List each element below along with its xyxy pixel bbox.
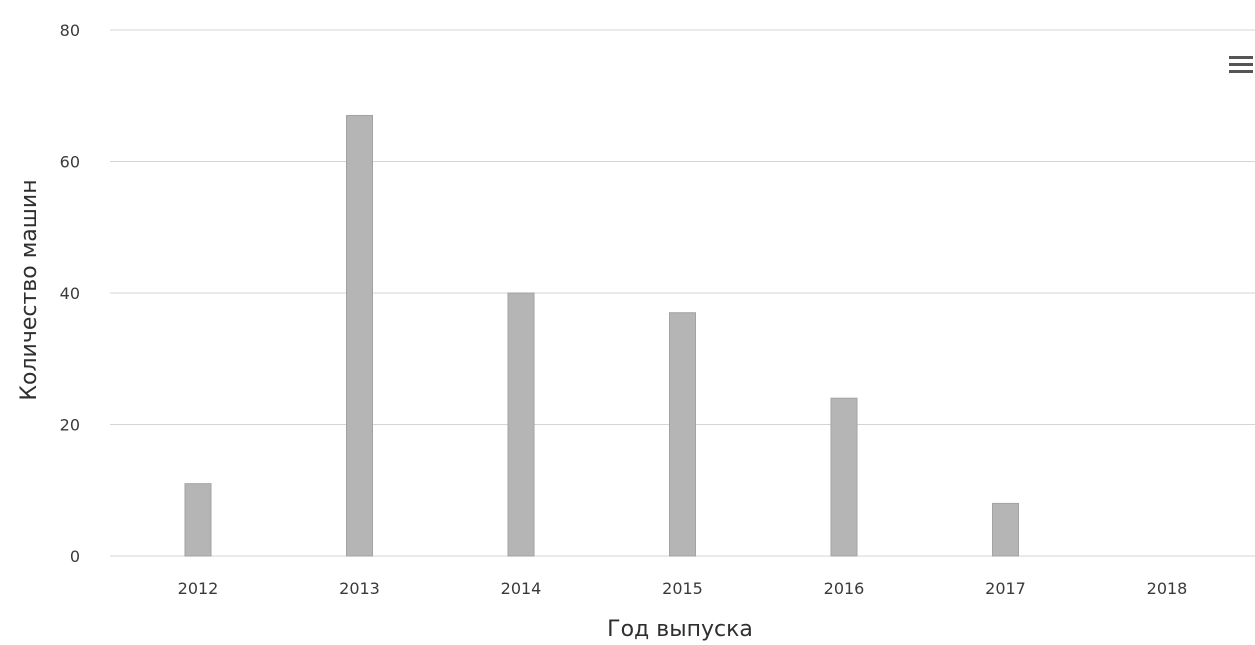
y-tick-label: 60: [60, 153, 80, 172]
y-tick-label: 0: [70, 547, 80, 566]
y-tick-label: 20: [60, 416, 80, 435]
bar[interactable]: [346, 114, 373, 557]
menu-line-icon: [1229, 56, 1253, 59]
x-tick-label: 2017: [985, 579, 1026, 598]
x-tick-label: 2018: [1147, 579, 1188, 598]
y-axis-title: Количество машин: [17, 179, 42, 400]
menu-line-icon: [1229, 70, 1253, 73]
bar[interactable]: [184, 483, 212, 557]
y-tick-label: 80: [60, 21, 80, 40]
x-tick-label: 2014: [501, 579, 542, 598]
x-tick-label: 2012: [178, 579, 219, 598]
bars: [184, 114, 1019, 557]
x-tick-label: 2013: [339, 579, 380, 598]
bar[interactable]: [507, 292, 535, 557]
bar[interactable]: [669, 312, 696, 557]
bar[interactable]: [830, 397, 858, 557]
menu-line-icon: [1229, 63, 1253, 66]
hamburger-menu-icon[interactable]: [1229, 56, 1253, 78]
y-tick-label: 40: [60, 284, 80, 303]
x-axis-ticks: 2012 2013 2014 2015 2016 2017 2018: [178, 579, 1188, 598]
x-tick-label: 2016: [824, 579, 865, 598]
x-tick-label: 2015: [662, 579, 703, 598]
bar[interactable]: [992, 502, 1019, 557]
grid-lines: [110, 29, 1255, 557]
x-axis-title: Год выпуска: [607, 617, 753, 642]
y-axis-ticks: 0 20 40 60 80: [60, 21, 80, 566]
